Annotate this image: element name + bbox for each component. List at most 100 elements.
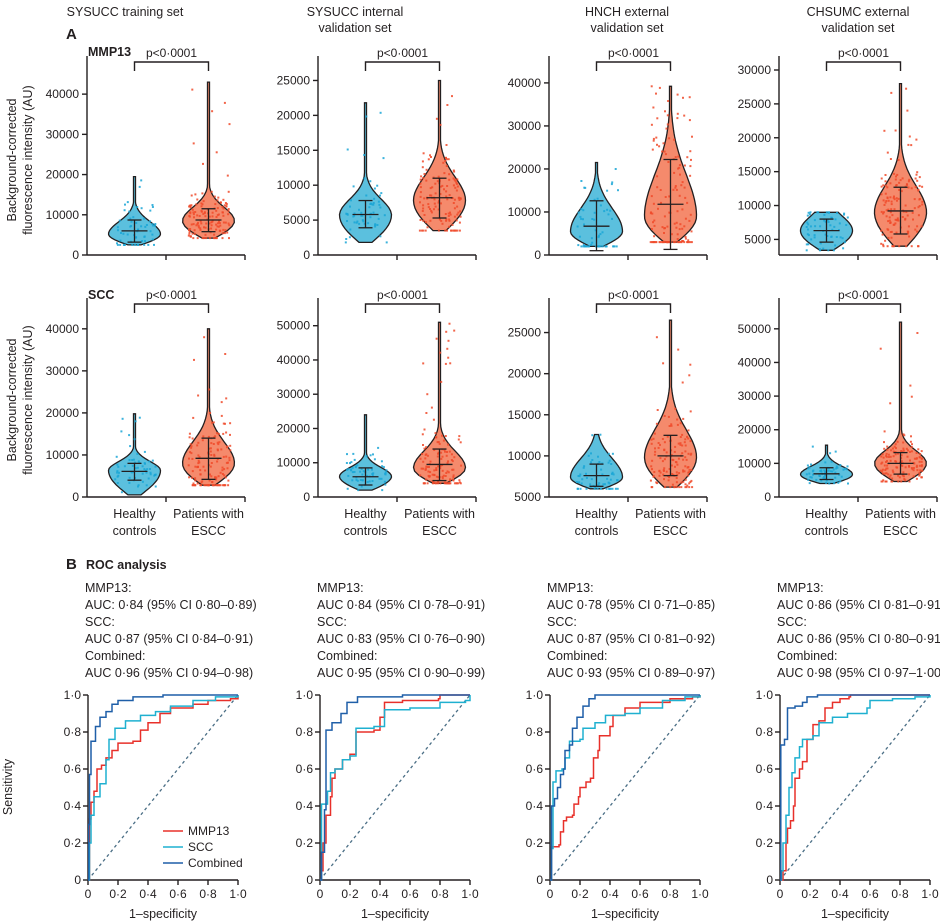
data-point <box>657 442 660 444</box>
data-point <box>423 428 426 431</box>
data-point <box>582 243 585 246</box>
data-point <box>826 235 829 237</box>
data-point <box>589 483 592 486</box>
data-point <box>191 457 194 460</box>
data-point <box>895 231 898 234</box>
data-point <box>677 457 680 460</box>
reference-diagonal <box>549 694 701 881</box>
data-point <box>907 449 909 452</box>
y-tick-label: 10000 <box>738 456 772 470</box>
data-point <box>354 466 357 469</box>
auc-text-line: AUC 0·78 (95% CI 0·71–0·85) <box>547 598 715 612</box>
roc-curve-mmp13 <box>780 694 930 881</box>
data-point <box>216 432 219 435</box>
data-point <box>421 453 424 455</box>
data-point <box>655 136 658 139</box>
data-point <box>434 432 437 435</box>
data-point <box>890 480 893 483</box>
y-tick-label: 0 <box>306 873 313 887</box>
data-point <box>830 460 833 463</box>
data-point <box>347 468 350 471</box>
data-point <box>218 229 221 232</box>
data-point <box>444 475 447 477</box>
roc-plots: MMP13:AUC: 0·84 (95% CI 0·80–0·89)SCC:AU… <box>64 581 940 921</box>
data-point <box>216 484 219 487</box>
data-point <box>890 200 893 203</box>
data-point <box>117 465 120 468</box>
data-point <box>653 453 656 456</box>
data-point <box>222 455 225 458</box>
data-point <box>608 482 611 485</box>
data-point <box>197 441 200 444</box>
data-point <box>194 479 197 482</box>
auc-text-line: AUC 0·83 (95% CI 0·76–0·90) <box>317 632 485 646</box>
x-tick-label: 0·6 <box>861 887 879 901</box>
data-point <box>220 414 223 417</box>
x-tick-label: 0·6 <box>169 887 187 901</box>
data-point <box>916 179 919 182</box>
data-point <box>379 111 382 114</box>
category-label-patients-escc: ESCC <box>653 524 688 538</box>
data-point <box>907 232 909 235</box>
data-point <box>823 213 826 216</box>
data-point <box>883 464 886 467</box>
legend-label-combined: Combined <box>188 856 243 870</box>
data-point <box>920 464 923 467</box>
data-point <box>597 455 599 458</box>
data-point <box>891 477 894 480</box>
data-point <box>668 468 671 470</box>
data-point <box>359 479 362 481</box>
data-point <box>215 228 218 231</box>
data-point <box>217 225 220 228</box>
data-point <box>116 471 119 474</box>
data-point <box>661 460 664 463</box>
data-point <box>455 181 458 184</box>
column-title-1-line-1: SYSUCC training set <box>67 5 184 19</box>
data-point <box>208 222 211 225</box>
data-point <box>225 205 228 208</box>
data-point <box>196 214 199 217</box>
data-point <box>814 225 817 228</box>
data-point <box>457 438 460 441</box>
data-point <box>210 442 213 445</box>
data-point <box>346 220 348 222</box>
data-point <box>908 473 910 476</box>
data-point <box>580 217 583 220</box>
data-point <box>914 228 917 231</box>
data-point <box>194 211 197 213</box>
data-point <box>671 483 674 486</box>
data-point <box>437 441 440 444</box>
data-point <box>675 226 678 229</box>
data-point <box>918 474 921 477</box>
data-point <box>210 227 213 230</box>
data-point <box>672 241 675 244</box>
data-point <box>810 476 813 479</box>
data-point <box>835 467 838 470</box>
y-tick-label: 20000 <box>738 423 772 437</box>
data-point <box>683 164 686 167</box>
p-value-label: p<0·0001 <box>838 46 889 60</box>
roc-curve-combined <box>320 694 470 881</box>
data-point <box>893 245 896 248</box>
data-point <box>426 454 429 457</box>
data-point <box>906 214 909 217</box>
data-point <box>141 240 144 242</box>
data-point <box>439 467 442 470</box>
data-point <box>456 213 459 216</box>
auc-text-line: MMP13: <box>547 581 594 595</box>
data-point <box>666 225 669 228</box>
data-point <box>218 222 221 225</box>
data-point <box>435 482 438 485</box>
data-point <box>598 482 601 485</box>
data-point <box>226 174 229 177</box>
data-point <box>889 474 892 477</box>
data-point <box>353 471 356 473</box>
data-point <box>427 470 430 473</box>
data-point <box>897 452 899 455</box>
data-point <box>683 186 686 189</box>
data-point <box>654 450 657 453</box>
data-point <box>116 470 119 473</box>
data-point <box>191 437 194 440</box>
